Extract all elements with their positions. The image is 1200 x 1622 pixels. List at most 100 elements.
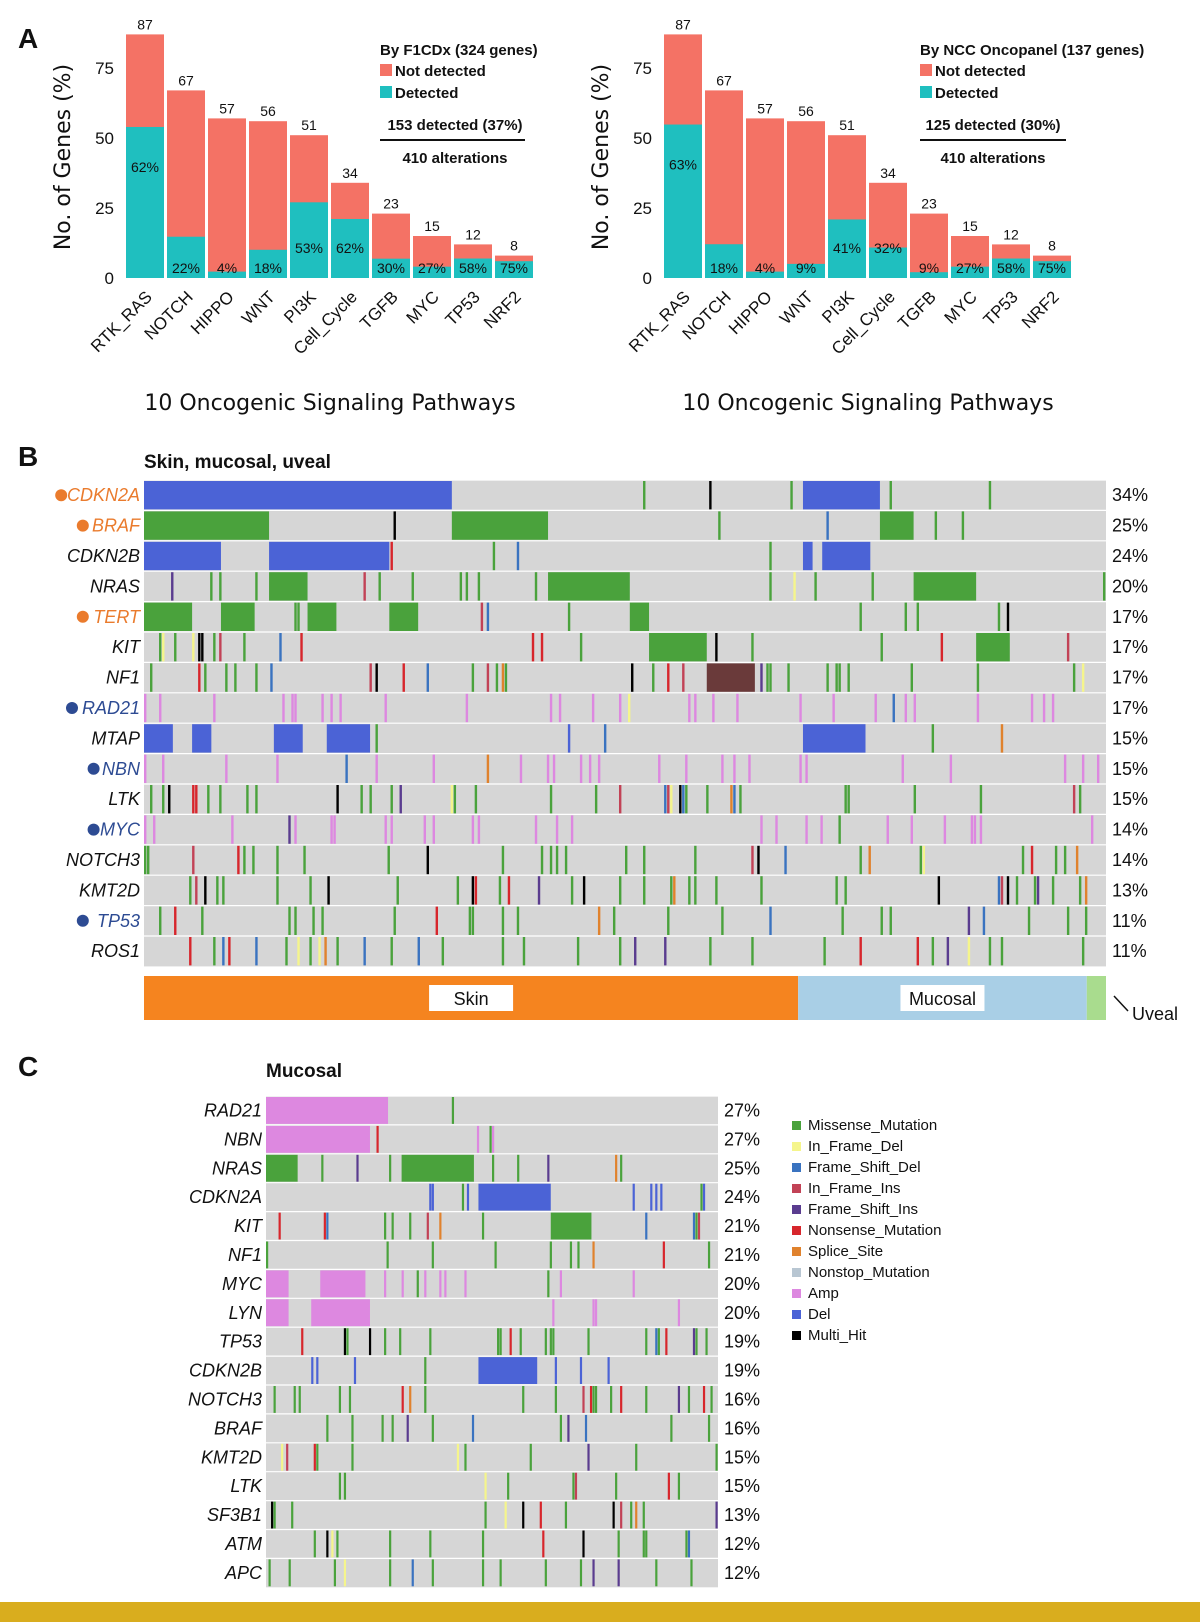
alteration-cell [198, 663, 201, 692]
alteration-cell [702, 1386, 706, 1413]
alteration-cell [838, 815, 841, 844]
alteration-cell [174, 633, 177, 662]
alteration-cell [859, 845, 862, 875]
alteration-cell [477, 815, 481, 844]
alteration-cell [650, 1183, 653, 1211]
alteration-cell [618, 785, 622, 814]
y-tick-label: 50 [95, 129, 114, 148]
alteration-cell [459, 572, 463, 601]
alteration-cell [333, 815, 336, 844]
alteration-cell [695, 1328, 698, 1356]
highlight-dot [87, 823, 100, 836]
alteration-cell [1081, 754, 1085, 783]
alteration-cell [643, 876, 646, 905]
legend-detected: Detected [935, 85, 998, 102]
y-tick-label: 25 [633, 199, 652, 218]
alteration-cell [389, 1559, 392, 1587]
alteration-cell [904, 693, 907, 723]
gene-percent-label: 17% [1112, 668, 1148, 688]
gene-percent-label: 12% [724, 1563, 760, 1583]
alteration-cell [429, 1328, 432, 1356]
alteration-cell [219, 633, 222, 662]
alteration-cell [841, 906, 844, 935]
alteration-cell [276, 845, 279, 875]
alteration-cell [426, 1212, 429, 1240]
alteration-cell [429, 1183, 432, 1211]
alteration-cell [432, 754, 436, 783]
bar-total-label: 56 [798, 103, 814, 119]
legend-swatch [792, 1289, 801, 1298]
oncoplot-skin-mucosal-uveal: CDKN2A BRAF CDKN2B NRAS TERT KIT NF1 RAD21 MTAP N… [55, 479, 1178, 1024]
alteration-cell [406, 1414, 409, 1442]
alteration-cell [655, 1328, 658, 1356]
y-tick-label: 25 [95, 199, 114, 218]
alteration-cell [504, 1501, 507, 1529]
gene-label: NBN [224, 1129, 263, 1149]
alteration-cell [709, 937, 712, 966]
alteration-cell [687, 1386, 691, 1413]
bar-detected [992, 258, 1030, 278]
alteration-cell [498, 876, 502, 905]
alteration-cell [411, 572, 414, 601]
alteration-cell [501, 663, 505, 692]
alteration-cell [279, 633, 282, 662]
alteration-block [629, 602, 650, 631]
alteration-cell [1090, 815, 1094, 844]
bar-detected-label: 27% [956, 260, 984, 276]
alteration-cell [492, 1125, 495, 1153]
alteration-cell [390, 785, 393, 814]
alteration-cell [150, 785, 153, 814]
alteration-cell [198, 633, 201, 662]
alteration-cell [552, 1328, 555, 1356]
alteration-cell [411, 1559, 414, 1587]
alteration-cell [707, 1241, 711, 1269]
alteration-cell [690, 1559, 693, 1587]
alteration-cell [343, 1328, 347, 1356]
alteration-cell [544, 1559, 547, 1587]
gene-label: NRAS [212, 1158, 262, 1178]
legend-title: By NCC Oncopanel (137 genes) [920, 42, 1144, 59]
alteration-cell [934, 511, 938, 540]
alteration-cell [393, 906, 396, 935]
alteration-cell [677, 1299, 681, 1327]
alteration-cell [610, 1386, 613, 1413]
alteration-cell [655, 1183, 658, 1211]
legend-summary: 153 detected (37%) [387, 117, 522, 134]
gene-label: LYN [229, 1303, 263, 1323]
alteration-cell [967, 937, 971, 966]
alteration-cell [484, 1472, 487, 1500]
alteration-cell [540, 633, 544, 662]
alteration-cell [294, 602, 297, 631]
alteration-cell [1102, 572, 1106, 601]
alteration-cell [592, 1559, 595, 1587]
alteration-cell [617, 1559, 620, 1587]
bar-total-label: 12 [1003, 226, 1019, 242]
alteration-cell [389, 1530, 392, 1558]
alteration-cell [339, 693, 342, 723]
alteration-cell [874, 693, 877, 723]
alteration-cell [631, 663, 634, 692]
legend-swatch [792, 1268, 801, 1277]
oncoplot-grid [144, 479, 1106, 967]
alteration-cell [587, 1328, 590, 1356]
alteration-cell [702, 1183, 706, 1211]
alteration-cell [297, 937, 300, 966]
bar-detected [372, 258, 410, 278]
alteration-cell [574, 1472, 578, 1500]
alteration-cell [517, 1154, 520, 1182]
alteration-cell [484, 1501, 487, 1529]
alteration-cell [384, 815, 387, 844]
alteration-cell [1063, 754, 1067, 783]
alteration-block [144, 541, 221, 571]
alteration-block [273, 724, 303, 753]
alteration-cell [501, 845, 505, 875]
alteration-cell [1078, 876, 1082, 905]
legend-swatch-detected [920, 86, 932, 98]
alteration-cell [384, 693, 387, 723]
alteration-cell [670, 876, 673, 905]
alteration-cell [266, 1241, 269, 1269]
alteration-cell [522, 1386, 525, 1413]
gene-label: KIT [234, 1216, 264, 1236]
alteration-cell [492, 1154, 495, 1182]
alteration-cell [153, 815, 156, 844]
